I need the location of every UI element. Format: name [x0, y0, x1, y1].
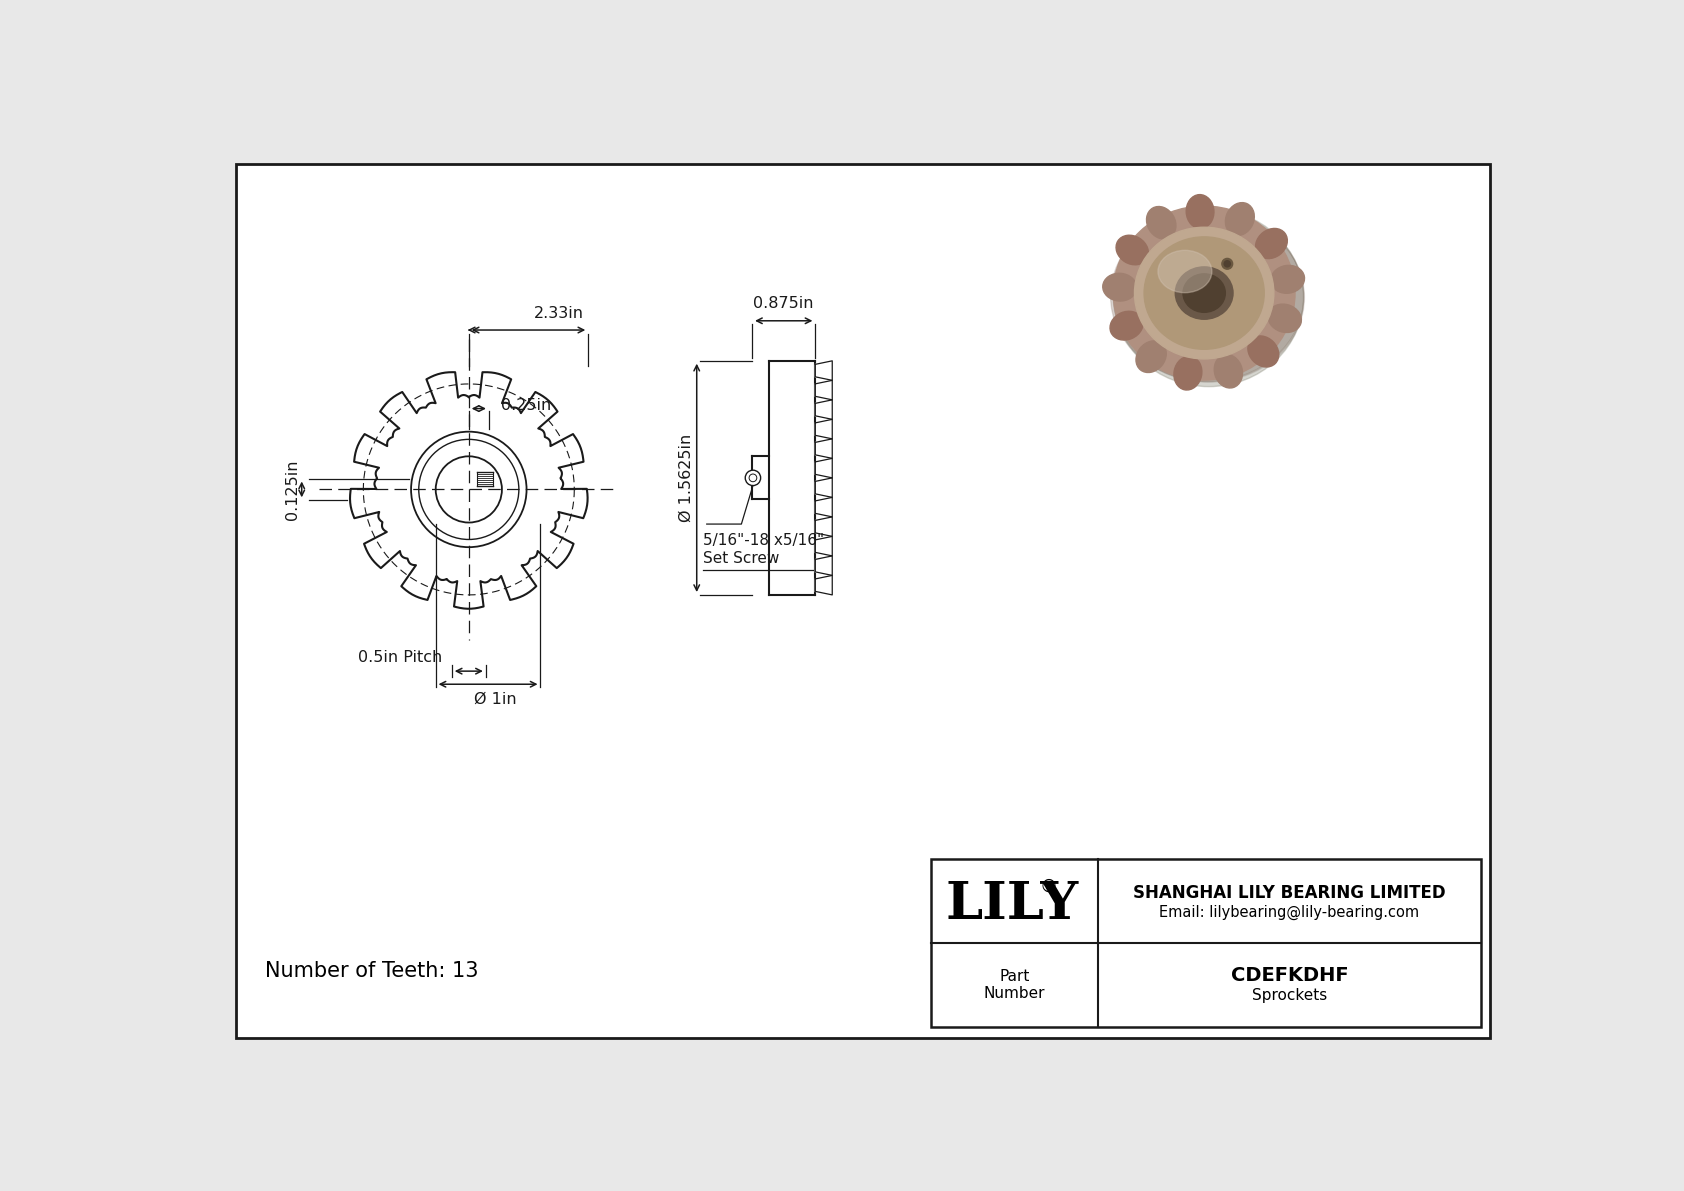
Circle shape — [1224, 261, 1231, 267]
Bar — [931, 859, 1480, 1027]
Text: Email: lilybearing@lily-bearing.com: Email: lilybearing@lily-bearing.com — [1160, 905, 1420, 921]
Polygon shape — [815, 517, 832, 536]
Circle shape — [749, 474, 756, 481]
Text: ®: ® — [1039, 878, 1058, 896]
Ellipse shape — [1186, 194, 1214, 229]
Ellipse shape — [1256, 229, 1287, 258]
Polygon shape — [815, 498, 832, 517]
Polygon shape — [815, 438, 832, 459]
Ellipse shape — [1147, 206, 1175, 239]
Text: CDEFKDHF: CDEFKDHF — [1231, 966, 1349, 985]
Ellipse shape — [1175, 267, 1233, 319]
Circle shape — [746, 470, 761, 486]
Text: SHANGHAI LILY BEARING LIMITED: SHANGHAI LILY BEARING LIMITED — [1133, 884, 1447, 903]
Polygon shape — [815, 478, 832, 498]
Text: LILY: LILY — [945, 879, 1078, 930]
Ellipse shape — [1214, 355, 1243, 388]
Polygon shape — [815, 361, 832, 380]
Text: Ø 1.5625in: Ø 1.5625in — [679, 434, 694, 522]
Ellipse shape — [1226, 202, 1255, 236]
Text: 0.125in: 0.125in — [285, 460, 300, 519]
Ellipse shape — [1182, 274, 1226, 312]
Ellipse shape — [1174, 356, 1202, 389]
Text: 0.875in: 0.875in — [753, 297, 813, 311]
Ellipse shape — [1113, 206, 1295, 380]
Ellipse shape — [1111, 211, 1303, 381]
Ellipse shape — [1135, 227, 1273, 358]
Circle shape — [436, 456, 502, 523]
Ellipse shape — [1116, 235, 1148, 264]
Ellipse shape — [1137, 341, 1167, 373]
Ellipse shape — [1248, 336, 1278, 367]
Polygon shape — [753, 456, 770, 499]
Text: Sprockets: Sprockets — [1251, 989, 1327, 1003]
Ellipse shape — [1268, 304, 1302, 332]
Polygon shape — [815, 400, 832, 419]
Circle shape — [411, 431, 527, 547]
Circle shape — [419, 439, 519, 540]
Ellipse shape — [1110, 311, 1143, 341]
Polygon shape — [815, 380, 832, 400]
Text: 0.5in Pitch: 0.5in Pitch — [359, 650, 443, 665]
Text: 2.33in: 2.33in — [534, 306, 584, 320]
Text: 0.25in: 0.25in — [500, 398, 551, 413]
Ellipse shape — [1115, 208, 1303, 387]
Text: Number of Teeth: 13: Number of Teeth: 13 — [264, 961, 478, 980]
Polygon shape — [815, 459, 832, 478]
Ellipse shape — [1143, 237, 1265, 349]
Polygon shape — [815, 575, 832, 596]
Polygon shape — [815, 536, 832, 556]
Text: 5/16"-18 x5/16"
Set Screw: 5/16"-18 x5/16" Set Screw — [702, 534, 823, 566]
Circle shape — [1223, 258, 1233, 269]
Ellipse shape — [1159, 250, 1212, 293]
Text: Ø 1in: Ø 1in — [475, 692, 517, 707]
Polygon shape — [815, 556, 832, 575]
Ellipse shape — [1103, 273, 1137, 301]
Polygon shape — [815, 419, 832, 438]
Ellipse shape — [1271, 266, 1305, 293]
Text: Part
Number: Part Number — [983, 968, 1046, 1002]
Polygon shape — [770, 361, 815, 596]
Ellipse shape — [1113, 213, 1305, 382]
Polygon shape — [350, 372, 588, 609]
